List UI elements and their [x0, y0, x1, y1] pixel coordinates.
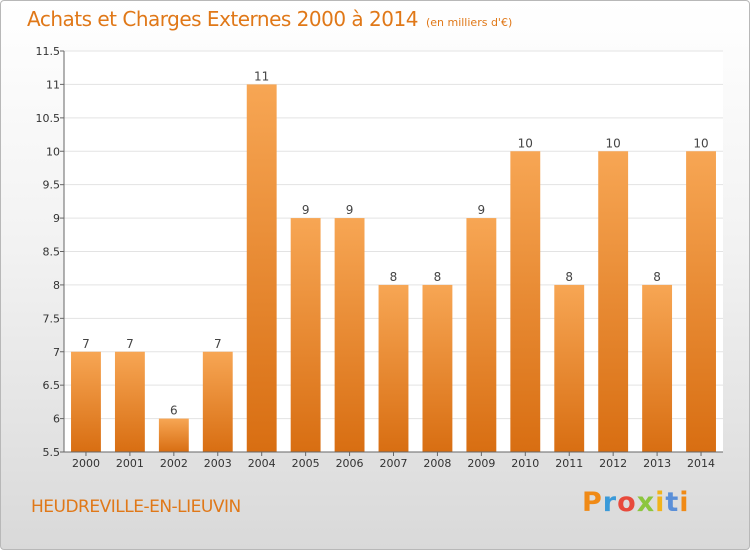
logo-letter: P [582, 487, 603, 518]
logo-letter: r [602, 487, 618, 518]
x-tick-label: 2001 [116, 457, 144, 470]
y-tick-label: 6.5 [43, 379, 61, 392]
x-tick-label: 2006 [336, 457, 364, 470]
y-tick-label: 11.5 [36, 45, 61, 58]
chart-title: Achats et Charges Externes 2000 à 2014 (e… [27, 7, 512, 31]
y-tick-labels: 5.5 6 6.5 7 7.5 8 8.5 9 9.5 10 10.5 11 11.5 [36, 45, 61, 459]
y-tick-label: 11 [46, 78, 60, 91]
logo-letter: t [665, 487, 680, 518]
data-label: 9 [478, 203, 486, 217]
y-tick-label: 7.5 [43, 312, 61, 325]
bar [378, 284, 409, 452]
bar [466, 218, 497, 452]
bar [642, 284, 673, 452]
bars [71, 84, 716, 453]
logo-letter: i [655, 487, 666, 518]
x-tick-label: 2014 [687, 457, 715, 470]
bar [422, 284, 453, 452]
bar [114, 351, 145, 452]
bar [202, 351, 233, 452]
data-label: 11 [254, 69, 269, 83]
bar [510, 151, 541, 452]
x-tick-label: 2008 [423, 457, 451, 470]
data-label: 8 [390, 270, 398, 284]
bar [334, 218, 365, 452]
y-tick-label: 8.5 [43, 246, 61, 259]
bar [554, 284, 585, 452]
data-label: 7 [126, 337, 134, 351]
x-tick-label: 2005 [292, 457, 320, 470]
data-label: 8 [565, 270, 573, 284]
x-tick-labels: 2000 2001 2002 2003 2004 2005 2006 2007 2008 2009… [72, 457, 715, 470]
y-tick-label: 10.5 [36, 112, 61, 125]
data-label: 8 [434, 270, 442, 284]
data-label: 10 [518, 136, 533, 150]
x-tick-label: 2007 [380, 457, 408, 470]
data-label: 8 [653, 270, 661, 284]
y-tick-label: 6 [53, 413, 60, 426]
data-label: 7 [214, 337, 222, 351]
x-tick-label: 2000 [72, 457, 100, 470]
bar [158, 418, 189, 452]
x-tick-label: 2003 [204, 457, 232, 470]
y-tick-label: 9.5 [43, 179, 61, 192]
data-label: 6 [170, 404, 178, 418]
data-label: 10 [693, 136, 708, 150]
data-label: 9 [302, 203, 310, 217]
logo-letter: i [679, 487, 690, 518]
proxiti-logo: Proxiti [582, 487, 690, 518]
x-tick-label: 2002 [160, 457, 188, 470]
commune-name: HEUDREVILLE-EN-LIEUVIN [31, 497, 241, 517]
y-tick-label: 10 [46, 145, 60, 158]
y-tick-label: 9 [53, 212, 60, 225]
axes [60, 50, 723, 456]
x-tick-label: 2012 [599, 457, 627, 470]
bar [71, 351, 101, 452]
bar [290, 218, 321, 452]
x-tick-label: 2010 [511, 457, 539, 470]
bar [686, 151, 716, 452]
logo-letter: o [617, 487, 637, 518]
chart-title-text: Achats et Charges Externes 2000 à 2014 [27, 7, 418, 31]
y-tick-label: 5.5 [43, 446, 61, 459]
data-labels: 7 7 6 7 11 9 9 8 8 9 10 8 10 8 10 [82, 69, 709, 417]
x-tick-label: 2011 [555, 457, 583, 470]
chart-subtitle: (en milliers d'€) [425, 16, 513, 29]
data-label: 9 [346, 203, 354, 217]
bar [598, 151, 629, 452]
bar [246, 84, 277, 453]
data-label: 7 [82, 337, 90, 351]
x-tick-label: 2009 [467, 457, 495, 470]
x-tick-label: 2013 [643, 457, 671, 470]
x-tick-label: 2004 [248, 457, 276, 470]
logo-letter: x [636, 487, 656, 518]
y-tick-label: 7 [53, 346, 60, 359]
data-label: 10 [606, 136, 621, 150]
y-tick-label: 8 [53, 279, 60, 292]
